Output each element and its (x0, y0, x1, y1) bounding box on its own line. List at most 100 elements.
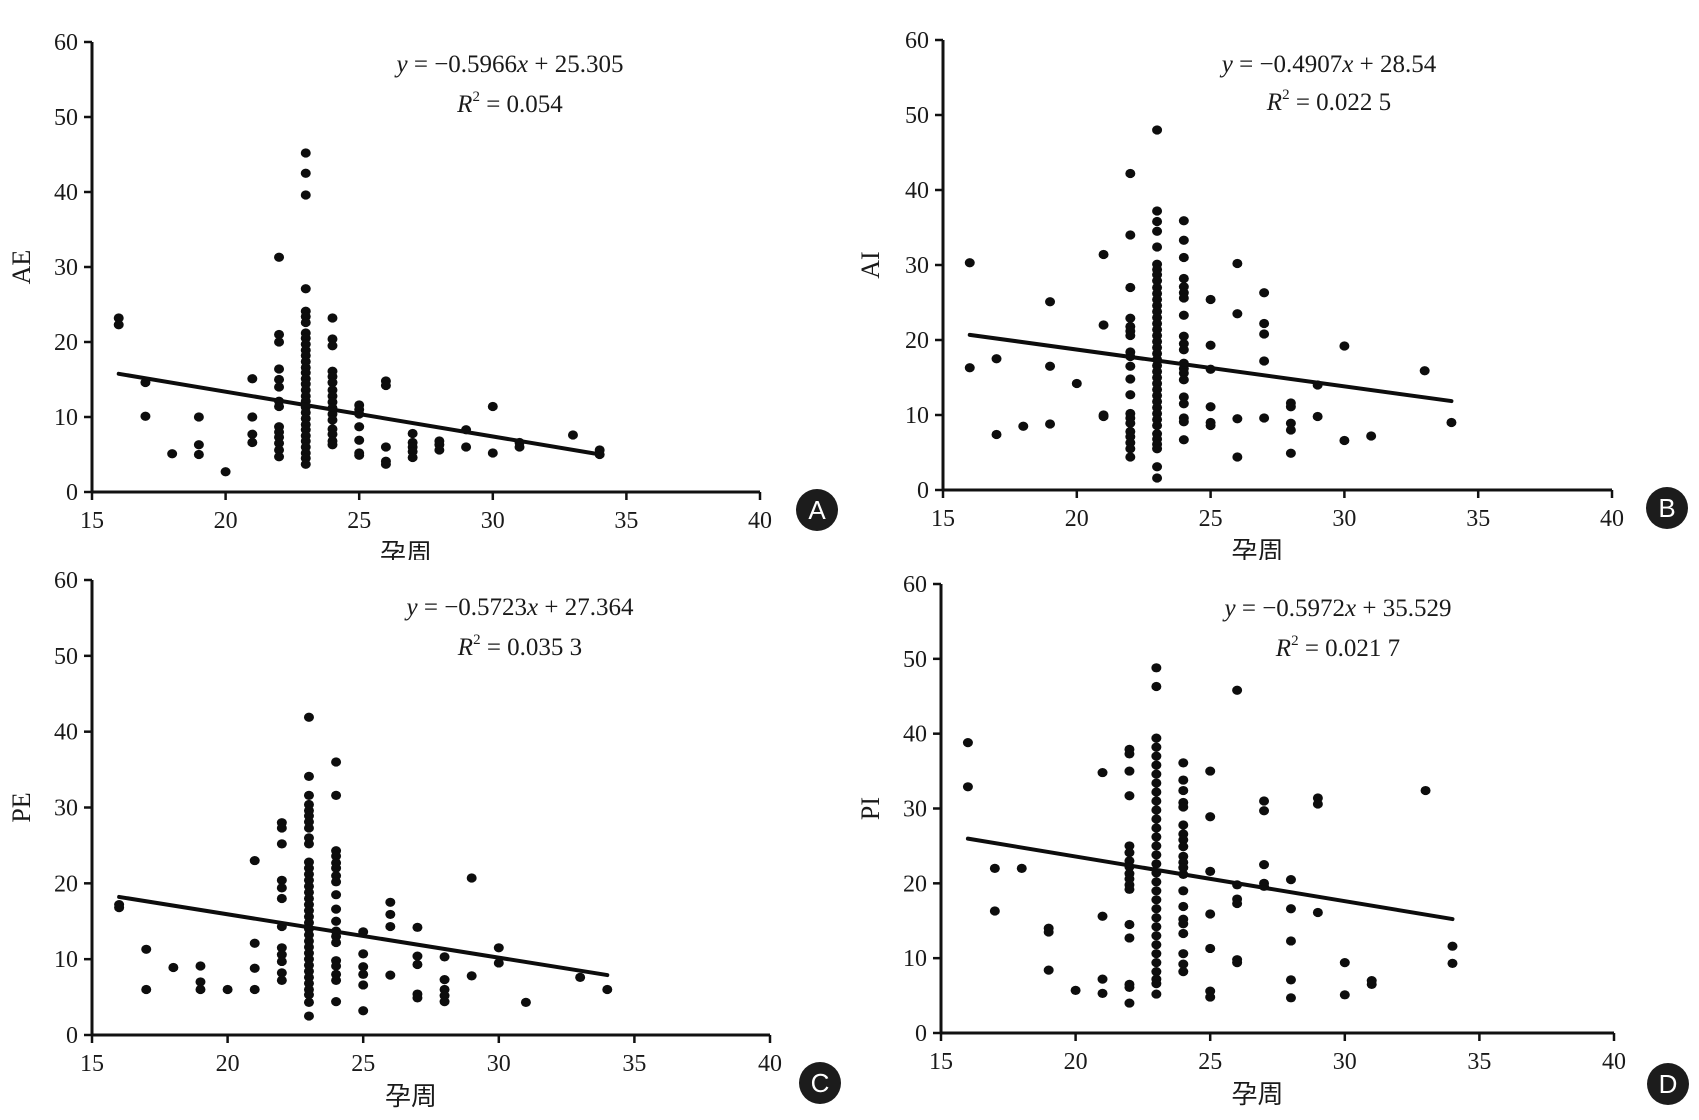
y-tick-label: 0 (66, 1023, 78, 1049)
data-point (1339, 958, 1350, 968)
data-point (1178, 331, 1189, 341)
data-point (354, 435, 365, 445)
data-point (1125, 418, 1136, 428)
data-point (1151, 805, 1162, 815)
x-tick-label: 40 (1602, 1049, 1626, 1075)
data-point (493, 943, 504, 953)
y-axis-title: PE (7, 792, 36, 822)
data-point (1205, 402, 1216, 412)
badge-circle (796, 489, 838, 531)
data-point (1151, 841, 1162, 851)
data-point (1152, 206, 1163, 216)
data-point (1151, 663, 1162, 673)
data-point (274, 445, 285, 455)
data-point (193, 440, 204, 450)
y-tick-label: 10 (903, 946, 927, 972)
data-point (1151, 742, 1162, 752)
data-point (1366, 431, 1377, 441)
data-point (1205, 992, 1216, 1002)
data-point (358, 980, 369, 990)
data-point (247, 437, 258, 448)
x-tick-label: 15 (80, 508, 104, 534)
data-point (1205, 943, 1216, 954)
data-point (274, 438, 285, 448)
data-point (1178, 235, 1189, 245)
data-point (168, 962, 179, 973)
data-point (1232, 309, 1243, 319)
data-point (1420, 785, 1431, 796)
data-point (514, 442, 525, 452)
data-point (331, 851, 342, 861)
x-tick-label: 20 (216, 1051, 240, 1077)
data-point (331, 877, 342, 887)
y-tick-label: 30 (903, 797, 927, 823)
data-point (1018, 421, 1029, 431)
equation-x: x (1341, 51, 1353, 78)
x-tick-label: 35 (1466, 506, 1490, 532)
data-point (1071, 378, 1082, 389)
equation-y: y (393, 51, 408, 78)
data-point (1178, 901, 1189, 912)
x-tick-label: 35 (614, 508, 638, 534)
y-tick-label: 10 (54, 405, 78, 431)
badge-circle (799, 1062, 841, 1104)
data-point (327, 313, 338, 323)
data-point (1285, 425, 1296, 435)
data-point (487, 401, 498, 412)
equation-y: y (1219, 51, 1234, 78)
data-point (303, 997, 314, 1007)
panel-badge: C (799, 1062, 841, 1104)
data-point (1178, 886, 1189, 896)
data-point (1232, 898, 1243, 909)
data-point (1178, 959, 1189, 969)
data-point (113, 313, 124, 323)
data-point (354, 450, 365, 460)
data-point (274, 401, 285, 412)
y-tick-label: 60 (54, 30, 78, 56)
data-point (1366, 979, 1377, 989)
x-axis-title: 孕周 (1231, 1080, 1283, 1109)
data-point (1312, 799, 1323, 809)
data-point (1151, 814, 1162, 824)
x-tick-label: 25 (1198, 1049, 1222, 1075)
data-point (1259, 329, 1270, 339)
data-point (1285, 904, 1296, 914)
data-point (220, 467, 231, 477)
equation-intercept: + 27.364 (538, 594, 634, 621)
panel-b: 0 10 20 30 40 50 60 15 20 25 30 35 40 孕周 AI y = −0.4907… (849, 0, 1698, 560)
y-tick-label: 40 (54, 720, 78, 746)
data-point (1151, 859, 1162, 869)
data-point (1178, 775, 1189, 785)
r-squared: R2 = 0.021 7 (1275, 633, 1400, 662)
data-point (1419, 366, 1430, 376)
data-point (247, 374, 258, 384)
data-point (1285, 418, 1296, 428)
data-point (300, 317, 311, 328)
data-point (1125, 168, 1136, 179)
data-point (195, 984, 206, 995)
equation-slope: = −0.5972 (1236, 595, 1345, 622)
data-point (247, 429, 258, 439)
y-tick-label: 30 (905, 253, 929, 279)
x-axis-title: 孕周 (385, 1082, 437, 1111)
data-point (193, 449, 204, 460)
y-tick-label: 0 (915, 1021, 927, 1047)
data-point (1016, 863, 1027, 873)
data-point (1151, 823, 1162, 833)
data-point (1259, 288, 1270, 298)
data-point (1151, 877, 1162, 887)
data-point (1070, 985, 1081, 995)
data-point (1125, 282, 1136, 293)
equation-x: x (1344, 595, 1356, 622)
equation-intercept: + 35.529 (1356, 595, 1451, 622)
data-point (1178, 949, 1189, 959)
data-point (300, 459, 311, 469)
x-tick-label: 20 (1065, 506, 1089, 532)
data-point (1043, 927, 1054, 937)
data-point (487, 448, 498, 458)
data-point (439, 952, 450, 962)
data-point (1232, 685, 1243, 695)
data-point (1151, 886, 1162, 896)
y-tick-label: 20 (903, 871, 927, 897)
data-point (1447, 941, 1458, 951)
